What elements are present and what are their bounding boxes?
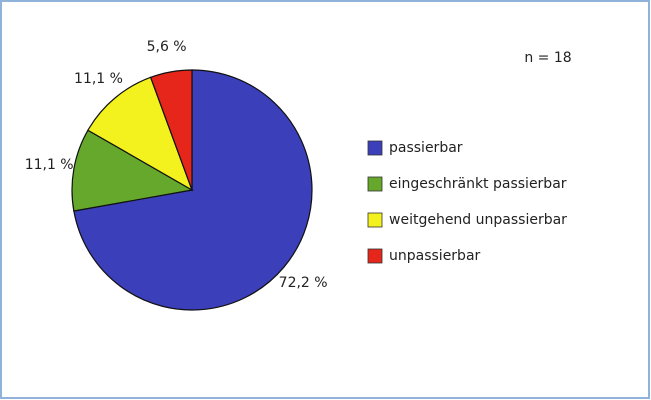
legend-swatch (367, 212, 383, 228)
data-label: 5,6 % (147, 39, 187, 55)
legend-swatch (367, 176, 383, 192)
pie-slice (149, 69, 193, 191)
annotation: n = 18 (524, 50, 571, 66)
data-label: 72,2 % (279, 275, 328, 291)
pie-slice (87, 76, 194, 192)
legend-label: unpassierbar (389, 248, 481, 264)
data-label: 11,1 % (74, 71, 123, 87)
legend-label: passierbar (389, 140, 463, 156)
legend-swatch (367, 140, 383, 156)
pie-slice (71, 129, 194, 212)
data-label: 11,1 % (25, 157, 74, 173)
legend-label: eingeschränkt passierbar (389, 176, 567, 192)
legend-swatch (367, 248, 383, 264)
legend-label: weitgehend unpassierbar (389, 212, 567, 228)
